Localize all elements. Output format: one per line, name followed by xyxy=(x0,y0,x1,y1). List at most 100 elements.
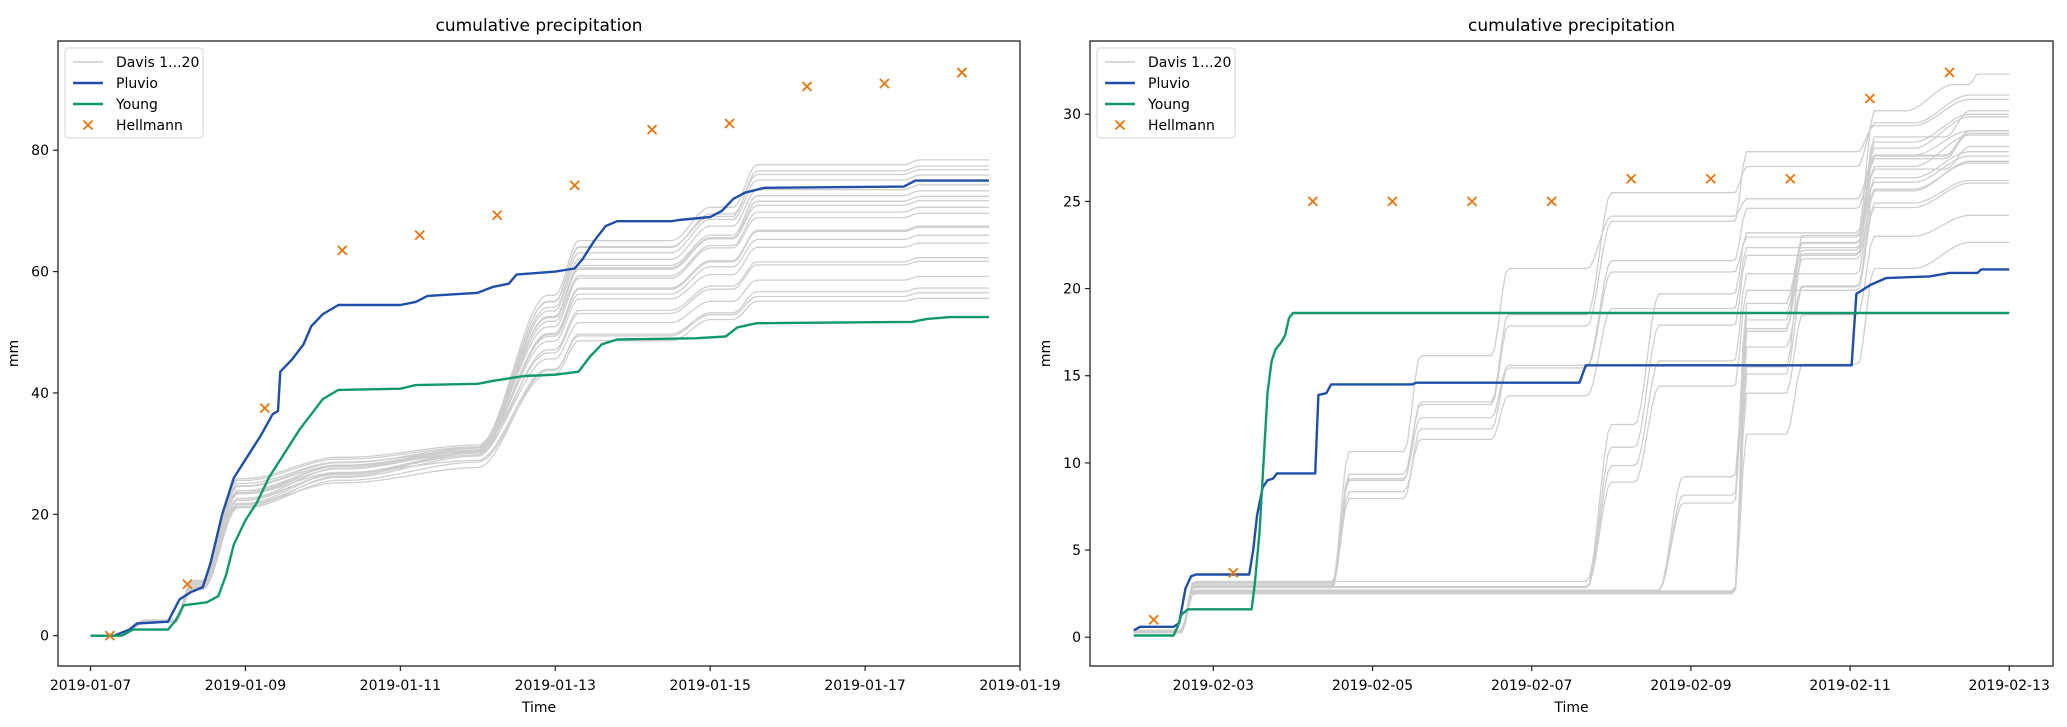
hellmann-markers xyxy=(104,67,968,641)
davis-line-15 xyxy=(1133,145,2010,634)
axes-frame xyxy=(1089,40,2054,667)
y-tick-label: 0 xyxy=(1072,630,1081,646)
hellmann-marker xyxy=(1705,173,1716,184)
y-tick-label: 30 xyxy=(1063,107,1081,123)
davis-line-8 xyxy=(90,199,989,637)
y-tick-label: 60 xyxy=(31,265,49,281)
young-line xyxy=(90,315,989,637)
hellmann-marker xyxy=(492,210,503,221)
y-tick-label: 40 xyxy=(31,386,49,402)
legend-label: Davis 1...20 xyxy=(1148,55,1231,71)
davis-line-2 xyxy=(90,165,989,637)
legend: Davis 1...20 Pluvio Young Hellmann xyxy=(64,47,204,139)
legend-item: Young xyxy=(1105,97,1190,113)
legend-swatch-marker xyxy=(1114,119,1126,131)
hellmann-marker xyxy=(646,124,658,135)
davis-line-11 xyxy=(1133,155,2010,633)
chart-title: cumulative precipitation xyxy=(435,16,642,36)
hellmann-marker xyxy=(1546,196,1557,207)
davis-line-11 xyxy=(90,225,989,637)
davis-line-3 xyxy=(1133,94,2010,631)
legend: Davis 1...20 Pluvio Young Hellmann xyxy=(1096,47,1236,139)
hellmann-marker xyxy=(1387,196,1398,207)
y-tick-label: 15 xyxy=(1063,369,1081,385)
davis-line-6 xyxy=(1133,130,2010,632)
x-axis-label: Time xyxy=(1553,700,1588,716)
hellmann-marker xyxy=(879,78,890,89)
legend-item: Davis 1...20 xyxy=(1105,55,1231,71)
legend-item: Hellmann xyxy=(1114,118,1215,134)
hellmann-marker xyxy=(569,180,580,191)
young-line xyxy=(1133,311,2010,637)
davis-line-12 xyxy=(90,226,989,637)
x-tick-label: 2019-02-09 xyxy=(1650,678,1731,694)
hellmann-marker xyxy=(1307,196,1318,207)
davis-line-18 xyxy=(90,287,989,637)
x-tick-label: 2019-01-11 xyxy=(360,678,441,694)
davis-line-4 xyxy=(90,174,989,637)
davis-line-7 xyxy=(1133,113,2010,631)
hellmann-marker xyxy=(182,578,193,590)
x-tick-label: 2019-02-05 xyxy=(1332,678,1413,694)
hellmann-marker xyxy=(1626,173,1637,184)
x-tick-label: 2019-01-15 xyxy=(669,678,750,694)
davis-line-17 xyxy=(1133,182,2010,632)
legend-box xyxy=(64,47,204,139)
y-tick-label: 25 xyxy=(1063,194,1081,210)
davis-line-13 xyxy=(90,234,989,637)
davis-line-16 xyxy=(1133,162,2010,633)
plot-area xyxy=(90,67,989,641)
x-tick-label: 2019-02-11 xyxy=(1809,678,1890,694)
davis-line-9 xyxy=(1133,130,2010,632)
legend-item: Davis 1...20 xyxy=(73,55,199,71)
x-tick-label: 2019-01-17 xyxy=(824,678,905,694)
davis-series-group xyxy=(1133,73,2010,634)
y-axis-label: mm xyxy=(6,340,22,367)
x-tick-label: 2019-02-07 xyxy=(1491,678,1572,694)
hellmann-marker xyxy=(1864,93,1876,104)
legend-item: Young xyxy=(73,97,158,113)
axes-frame xyxy=(57,40,1021,667)
x-axis-label: Time xyxy=(521,700,556,716)
y-tick-label: 10 xyxy=(1063,456,1081,472)
x-tick-label: 2019-02-13 xyxy=(1969,678,2050,694)
davis-line-16 xyxy=(90,260,989,637)
y-axis-label: mm xyxy=(1038,340,1054,367)
hellmann-marker xyxy=(801,81,813,92)
legend-item: Pluvio xyxy=(73,76,158,92)
legend-item: Pluvio xyxy=(1105,76,1190,92)
hellmann-marker xyxy=(337,245,348,256)
davis-line-13 xyxy=(1133,151,2010,632)
legend-label: Pluvio xyxy=(116,76,158,92)
chart-title: cumulative precipitation xyxy=(1468,16,1675,36)
hellmann-marker xyxy=(956,67,968,78)
davis-line-20 xyxy=(1133,241,2010,632)
y-tick-label: 5 xyxy=(1072,543,1081,559)
davis-line-1 xyxy=(90,159,989,637)
y-tick-label: 0 xyxy=(40,629,49,645)
left-chart-panel: 2019-01-07 2019-01-09 2019-01-11 2019-01-13… xyxy=(6,16,1061,716)
x-tick-label: 2019-01-07 xyxy=(50,678,131,694)
davis-line-12 xyxy=(1133,132,2010,631)
plot-area xyxy=(1133,67,2010,637)
davis-series-group xyxy=(90,159,989,637)
pluvio-line xyxy=(1133,268,2010,632)
right-chart-panel: 2019-02-03 2019-02-05 2019-02-07 2019-02-09… xyxy=(1038,16,2054,716)
legend-swatch-marker xyxy=(82,119,94,131)
x-tick-label: 2019-01-09 xyxy=(205,678,286,694)
legend-label: Pluvio xyxy=(1148,76,1190,92)
x-tick-label: 2019-01-13 xyxy=(515,678,596,694)
hellmann-marker xyxy=(1944,67,1955,78)
hellmann-marker xyxy=(1785,173,1796,184)
hellmann-markers xyxy=(1148,67,1955,625)
davis-line-14 xyxy=(1133,160,2010,633)
legend-label: Young xyxy=(115,97,158,113)
y-tick-label: 20 xyxy=(31,507,49,523)
legend-item: Hellmann xyxy=(82,118,183,134)
legend-label: Hellmann xyxy=(1148,118,1215,134)
davis-line-19 xyxy=(90,292,989,637)
legend-box xyxy=(1096,47,1236,139)
y-tick-label: 80 xyxy=(31,143,49,159)
davis-line-9 xyxy=(90,206,989,637)
